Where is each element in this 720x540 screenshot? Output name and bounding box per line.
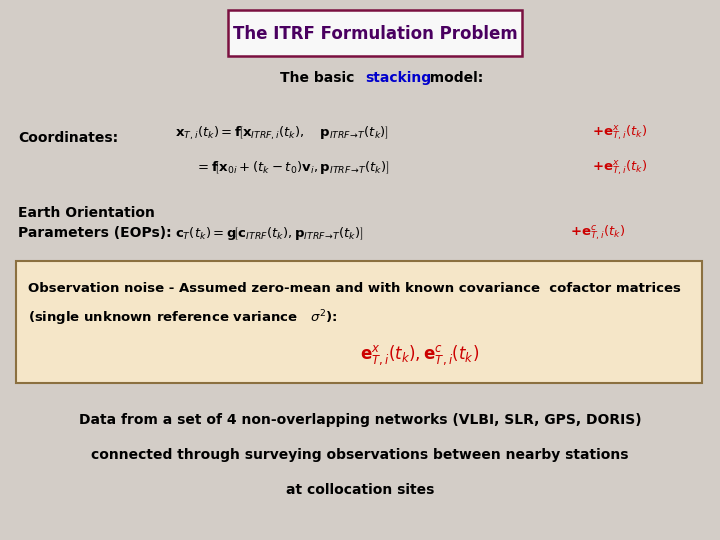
FancyBboxPatch shape	[228, 10, 522, 56]
Text: $\mathbf{+e}^x_{T,i}(t_k)$: $\mathbf{+e}^x_{T,i}(t_k)$	[592, 158, 648, 178]
Text: $\mathbf{+e}^x_{T,i}(t_k)$: $\mathbf{+e}^x_{T,i}(t_k)$	[592, 124, 648, 143]
Text: $\mathbf{+e}^c_{T,i}(t_k)$: $\mathbf{+e}^c_{T,i}(t_k)$	[570, 224, 626, 242]
Text: $= \mathbf{f}\!\left[\mathbf{x}_{0i} + (t_k - t_0)\mathbf{v}_i,\mathbf{p}_{ITRF : $= \mathbf{f}\!\left[\mathbf{x}_{0i} + (…	[195, 159, 390, 177]
Text: (single unknown reference variance   $\sigma^2$):: (single unknown reference variance $\sig…	[28, 308, 338, 328]
Text: $\mathbf{x}_{T,i}(t_k) = \mathbf{f}\!\left[\mathbf{x}_{ITRF,i}(t_k),\quad\mathbf: $\mathbf{x}_{T,i}(t_k) = \mathbf{f}\!\le…	[175, 124, 389, 141]
Text: Data from a set of 4 non-overlapping networks (VLBI, SLR, GPS, DORIS): Data from a set of 4 non-overlapping net…	[78, 413, 642, 427]
Text: Earth Orientation: Earth Orientation	[18, 206, 155, 220]
Text: stacking: stacking	[365, 71, 431, 85]
Text: Parameters (EOPs):: Parameters (EOPs):	[18, 226, 171, 240]
Text: Observation noise - Assumed zero-mean and with known covariance  cofactor matric: Observation noise - Assumed zero-mean an…	[28, 281, 681, 294]
FancyBboxPatch shape	[16, 261, 702, 383]
Text: $\mathbf{c}_T(t_k) = \mathbf{g}\!\left[\mathbf{c}_{ITRF}(t_k),\mathbf{p}_{ITRF \: $\mathbf{c}_T(t_k) = \mathbf{g}\!\left[\…	[175, 225, 364, 241]
Text: connected through surveying observations between nearby stations: connected through surveying observations…	[91, 448, 629, 462]
Text: The basic: The basic	[280, 71, 364, 85]
Text: Coordinates:: Coordinates:	[18, 131, 118, 145]
Text: model:: model:	[420, 71, 483, 85]
Text: The ITRF Formulation Problem: The ITRF Formulation Problem	[233, 25, 518, 43]
Text: $\mathbf{e}^x_{T,i}(t_k), \mathbf{e}^c_{T,i}(t_k)$: $\mathbf{e}^x_{T,i}(t_k), \mathbf{e}^c_{…	[361, 343, 480, 367]
Text: at collocation sites: at collocation sites	[286, 483, 434, 497]
